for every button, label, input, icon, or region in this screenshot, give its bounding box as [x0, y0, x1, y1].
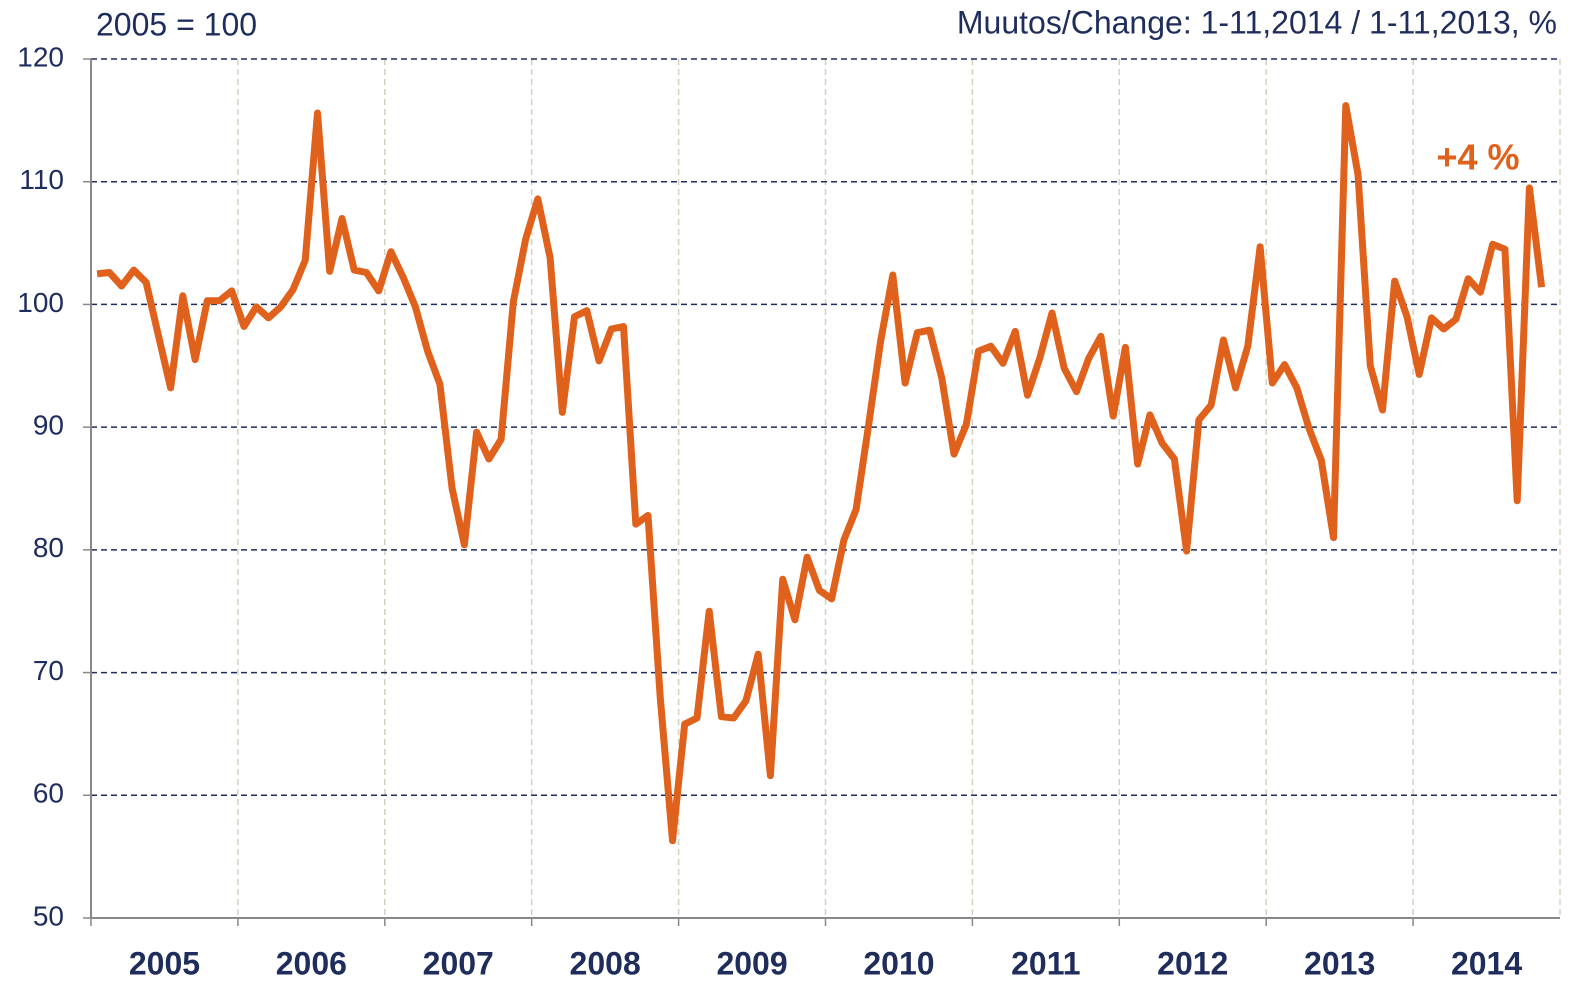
y-tick-label: 100 [17, 287, 64, 318]
x-tick-label: 2010 [863, 945, 934, 981]
y-tick-label: 50 [33, 900, 64, 931]
x-tick-label: 2013 [1304, 945, 1375, 981]
x-tick-label: 2008 [570, 945, 641, 981]
y-tick-label: 90 [33, 410, 64, 441]
y-tick-label: 80 [33, 532, 64, 563]
x-tick-label: 2012 [1157, 945, 1228, 981]
x-tick-label: 2005 [129, 945, 200, 981]
x-tick-label: 2014 [1451, 945, 1522, 981]
subtitle-left: 2005 = 100 [96, 6, 257, 42]
x-tick-label: 2007 [423, 945, 494, 981]
subtitle-right: Muutos/Change: 1-11,2014 / 1-11,2013, % [957, 4, 1557, 40]
y-tick-label: 60 [33, 778, 64, 809]
series-line [96, 102, 1546, 845]
y-tick-label: 70 [33, 655, 64, 686]
x-tick-label: 2011 [1011, 945, 1080, 981]
x-tick-label: 2006 [276, 945, 347, 981]
y-tick-label: 120 [17, 41, 64, 72]
annotation: +4 % [1436, 137, 1519, 178]
x-tick-label: 2009 [716, 945, 787, 981]
y-tick-label: 110 [19, 164, 64, 195]
